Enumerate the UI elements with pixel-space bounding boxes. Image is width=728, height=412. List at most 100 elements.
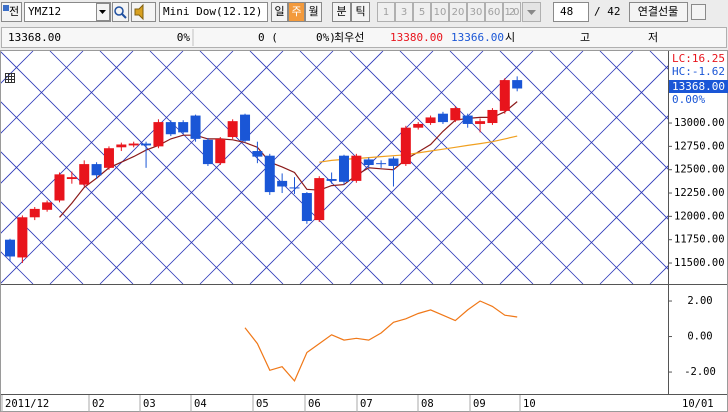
candle-body <box>17 217 28 258</box>
interval-label: 20 <box>452 7 465 18</box>
interval-label: 60 <box>488 7 501 18</box>
period-group: 일 주 월 분 틱 1 3 5 10 20 30 60 120 <box>271 2 541 22</box>
y-tick-label: 12250.00 <box>674 187 725 199</box>
period-button[interactable] <box>271 2 288 22</box>
period-button[interactable] <box>305 2 322 22</box>
unit-button[interactable] <box>351 2 370 22</box>
interval-button[interactable] <box>449 2 467 22</box>
diag-line <box>549 165 668 284</box>
low-label: 저 <box>648 31 658 44</box>
y-tick-label: -2.00 <box>684 366 716 378</box>
y-tick-label: 12000.00 <box>674 210 725 222</box>
candle-body <box>388 158 399 166</box>
period-label: 주 <box>291 5 301 18</box>
x-tick-label: 09 <box>473 398 486 410</box>
settings-button[interactable] <box>691 4 706 20</box>
y-tick-label: 11500.00 <box>674 257 725 269</box>
interval-label: 3 <box>401 7 407 18</box>
candle-body <box>499 80 510 111</box>
diag-line <box>599 215 668 284</box>
unit-label: 분 <box>336 5 346 18</box>
diag-line <box>499 115 668 284</box>
candle-body <box>277 180 288 187</box>
interval-button[interactable] <box>413 2 431 22</box>
candle-body <box>351 155 362 181</box>
candle-body <box>400 127 411 165</box>
candle-body <box>301 193 312 222</box>
candle-body <box>79 164 90 185</box>
candle-body <box>178 122 189 133</box>
best-label: 최우선 <box>334 31 364 44</box>
candle-body <box>252 151 263 157</box>
interval-label: 30 <box>470 7 483 18</box>
plot: 13000.00 12750.00 12500.00 12250.00 12000.00… <box>1 76 725 412</box>
code-combo[interactable] <box>24 2 111 22</box>
last-price-box <box>669 80 728 93</box>
candle-body <box>376 163 387 165</box>
link-button[interactable] <box>629 2 688 22</box>
quote-bar <box>1 27 727 48</box>
candle-body <box>42 202 53 210</box>
x-tick-label: 08 <box>421 398 434 410</box>
x-tick-label: 05 <box>256 398 269 410</box>
y-tick-label: 12500.00 <box>674 164 725 176</box>
arrow-icon <box>99 10 106 14</box>
interval-label: 1 <box>383 7 389 18</box>
candle-body <box>462 115 473 124</box>
interval-button[interactable] <box>503 2 521 22</box>
ask-price: 13380.00 <box>390 31 443 44</box>
diag-line <box>1 201 84 284</box>
diag-line <box>1 51 234 284</box>
quote-change-rate: 0%) <box>316 31 336 44</box>
lc-label: LC:16.25 <box>672 52 725 65</box>
panel-icon-grid <box>5 73 15 83</box>
candle-body <box>264 155 275 193</box>
x-tick-label: 02 <box>92 398 105 410</box>
interval-button[interactable] <box>377 2 395 22</box>
interval-button[interactable] <box>485 2 503 22</box>
unit-button[interactable] <box>332 2 351 22</box>
candle-body <box>289 187 300 189</box>
open-label: 시 <box>505 31 515 44</box>
x-tick-label: 2011/12 <box>5 398 49 410</box>
search-icon-handle <box>121 13 127 19</box>
diag-line <box>1 51 84 134</box>
candle-body <box>338 155 349 182</box>
interval-button[interactable] <box>395 2 413 22</box>
candle-body <box>141 143 152 146</box>
moving-average <box>59 101 518 218</box>
quote-rate: 0% <box>177 31 191 44</box>
sound-icon <box>134 3 144 21</box>
code-text: YMZ12 <box>28 5 61 18</box>
interval-button[interactable] <box>431 2 449 22</box>
last-price: 13368.00 <box>672 80 725 93</box>
link-label: 연결선물 <box>638 5 678 18</box>
y-tick-label: 11750.00 <box>674 234 725 246</box>
candle-body <box>103 148 114 168</box>
candle-body <box>116 144 127 148</box>
candle-body <box>487 109 498 124</box>
diag-line <box>99 51 334 284</box>
diag-line <box>249 51 484 284</box>
candle-body <box>413 123 424 128</box>
period-button[interactable] <box>288 2 305 22</box>
diag-line <box>1 51 184 234</box>
candle-body <box>240 114 251 141</box>
quote-change: 0 ( <box>258 31 278 44</box>
market-label: 전 <box>9 5 19 18</box>
interval-button[interactable] <box>467 2 485 22</box>
indicator-line <box>244 300 518 383</box>
x-tick-label: 06 <box>308 398 321 410</box>
y-tick-label: 12750.00 <box>674 140 725 152</box>
candle-body <box>363 159 374 166</box>
period-label: 월 <box>308 5 318 18</box>
quote-price: 13368.00 <box>8 31 61 44</box>
candle-body <box>54 174 65 201</box>
candle-body <box>425 117 436 124</box>
diag-line <box>399 51 634 284</box>
panel-icon[interactable] <box>5 73 15 83</box>
y-tick-label: 0.00 <box>687 331 712 343</box>
x-end-label: 10/01 <box>682 398 714 410</box>
candle-body <box>512 80 523 89</box>
x-tick-label: 07 <box>360 398 373 410</box>
